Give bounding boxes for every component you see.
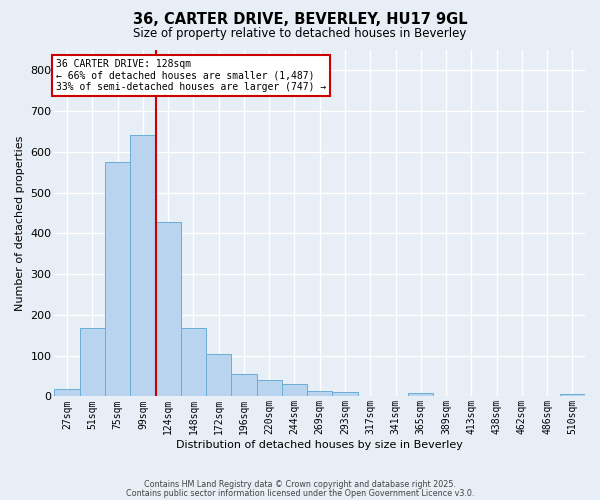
Bar [206, 354, 232, 397]
Bar [232, 374, 257, 396]
X-axis label: Distribution of detached houses by size in Beverley: Distribution of detached houses by size … [176, 440, 463, 450]
Bar [257, 380, 282, 396]
Bar [155, 222, 181, 396]
Bar [105, 162, 130, 396]
Bar [332, 392, 358, 396]
Text: 36 CARTER DRIVE: 128sqm
← 66% of detached houses are smaller (1,487)
33% of semi: 36 CARTER DRIVE: 128sqm ← 66% of detache… [56, 59, 326, 92]
Bar [130, 135, 155, 396]
Text: Contains public sector information licensed under the Open Government Licence v3: Contains public sector information licen… [126, 489, 474, 498]
Bar [408, 392, 433, 396]
Text: Size of property relative to detached houses in Beverley: Size of property relative to detached ho… [133, 28, 467, 40]
Bar [282, 384, 307, 396]
Text: Contains HM Land Registry data © Crown copyright and database right 2025.: Contains HM Land Registry data © Crown c… [144, 480, 456, 489]
Bar [80, 328, 105, 396]
Text: 36, CARTER DRIVE, BEVERLEY, HU17 9GL: 36, CARTER DRIVE, BEVERLEY, HU17 9GL [133, 12, 467, 28]
Y-axis label: Number of detached properties: Number of detached properties [15, 136, 25, 311]
Bar [55, 390, 80, 396]
Bar [181, 328, 206, 396]
Bar [560, 394, 585, 396]
Bar [307, 390, 332, 396]
